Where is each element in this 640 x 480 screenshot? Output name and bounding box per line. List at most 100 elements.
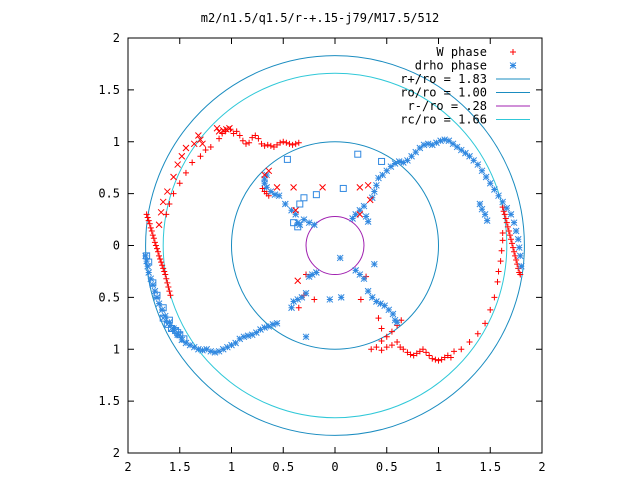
data-point: [416, 144, 424, 152]
data-point: [453, 143, 461, 151]
data-point: [509, 62, 517, 69]
data-point: [515, 244, 523, 251]
data-point: [152, 242, 159, 249]
data-point: [508, 240, 515, 247]
data-point: [174, 161, 182, 168]
data-point: [182, 169, 189, 176]
data-series: [142, 124, 525, 364]
data-point: [149, 281, 157, 289]
data-point: [232, 339, 239, 347]
data-point: [230, 130, 237, 137]
data-point: [255, 135, 262, 142]
data-point: [362, 213, 370, 220]
data-point: [408, 152, 415, 160]
data-point: [370, 260, 378, 268]
data-point: [295, 304, 302, 311]
data-point: [504, 223, 511, 230]
data-point: [476, 200, 484, 208]
data-point: [265, 323, 273, 330]
data-point: [199, 140, 206, 148]
data-point: [375, 315, 382, 322]
data-point: [426, 352, 433, 359]
data-point: [457, 146, 465, 154]
axis-ticks: 2 1.5 1 0.5 0 0.5 1 1.5 221.510.500.511.52: [98, 31, 545, 474]
data-point: [144, 214, 151, 221]
legend-label: W phase: [436, 45, 487, 59]
data-point: [252, 132, 259, 139]
data-point: [257, 326, 264, 333]
reference-circles: [145, 55, 525, 436]
data-point: [147, 224, 154, 231]
data-point: [424, 140, 432, 148]
data-point: [512, 252, 519, 259]
data-point: [145, 269, 153, 276]
data-point: [428, 141, 436, 149]
data-point: [264, 141, 271, 148]
data-point: [510, 49, 516, 55]
data-point: [393, 318, 401, 326]
x-tick-label: 1.5: [169, 460, 191, 474]
data-point: [296, 221, 304, 229]
data-point: [375, 174, 382, 182]
data-point: [219, 345, 227, 353]
ref-circle: [231, 141, 439, 350]
data-point: [516, 252, 524, 260]
data-point: [167, 325, 175, 332]
data-point: [302, 289, 310, 297]
y-tick-label: 0.5: [98, 187, 120, 201]
data-point: [263, 184, 271, 191]
data-point: [378, 347, 385, 354]
data-point: [153, 245, 160, 252]
data-point: [159, 314, 167, 322]
data-point: [195, 132, 202, 139]
data-point: [190, 343, 198, 351]
data-point: [368, 294, 376, 301]
data-point: [495, 192, 502, 200]
data-point: [491, 294, 498, 301]
data-point: [289, 141, 296, 148]
data-point: [510, 244, 517, 251]
data-point: [399, 159, 407, 166]
legend-label: ro/ro = 1.00: [400, 86, 487, 100]
data-point: [514, 235, 522, 243]
data-point: [180, 335, 188, 343]
y-tick-label: 2: [113, 31, 120, 45]
data-point: [165, 284, 172, 290]
data-point: [248, 331, 256, 339]
x-tick-label: 0: [331, 460, 338, 474]
data-point: [474, 161, 482, 168]
chart-title: m2/n1.5/q1.5/r-+.15-j79/M17.5/512: [201, 11, 439, 25]
data-point: [494, 278, 501, 285]
legend-label: r+/ro = 1.83: [400, 72, 487, 86]
data-point: [160, 265, 167, 272]
data-point: [389, 310, 397, 318]
data-point: [378, 325, 385, 332]
data-point: [360, 202, 368, 210]
data-point: [176, 331, 184, 339]
ref-circle: [162, 72, 508, 419]
data-point: [162, 271, 169, 278]
data-point: [239, 137, 246, 144]
data-point: [466, 338, 473, 345]
data-point: [288, 304, 295, 312]
data-point: [470, 157, 478, 164]
data-point: [174, 329, 182, 337]
data-point: [246, 139, 253, 146]
data-point: [357, 296, 364, 303]
data-point: [163, 188, 171, 195]
data-point: [500, 208, 507, 215]
series-cross: [159, 314, 184, 339]
data-point: [261, 179, 268, 187]
data-point: [258, 140, 265, 147]
data-point: [147, 275, 155, 283]
data-point: [153, 294, 161, 301]
data-point: [482, 173, 490, 181]
data-point: [197, 153, 204, 160]
data-point: [267, 188, 275, 195]
data-point: [226, 124, 233, 132]
data-point: [512, 227, 520, 235]
data-point: [170, 173, 177, 181]
data-point: [501, 211, 508, 218]
data-point: [385, 306, 393, 314]
